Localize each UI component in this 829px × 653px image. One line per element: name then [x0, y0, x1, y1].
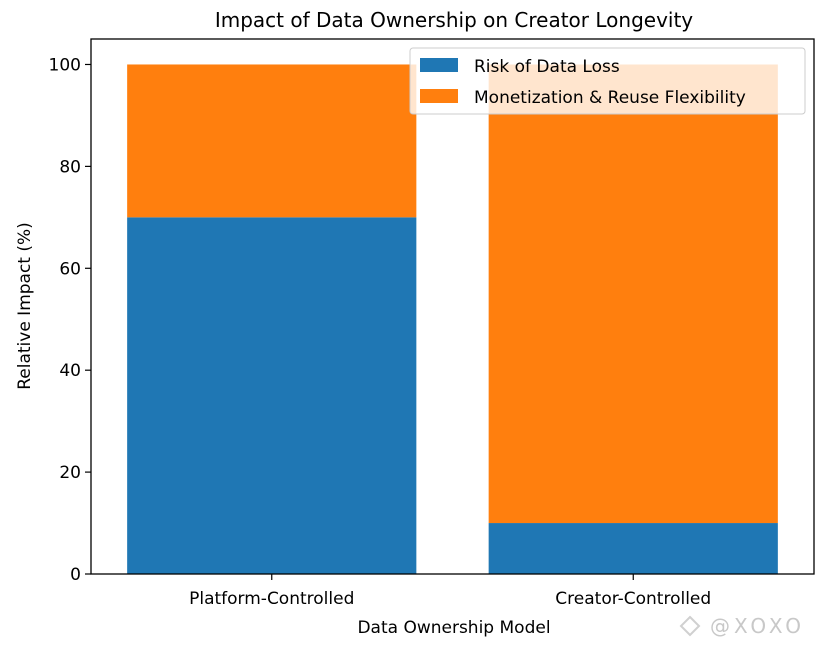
y-axis-label: Relative Impact (%) — [15, 222, 35, 390]
legend-label-risk: Risk of Data Loss — [474, 57, 620, 77]
watermark: @XOXO — [710, 614, 805, 638]
y-tick-label: 20 — [59, 463, 81, 483]
y-tick-label: 40 — [59, 361, 81, 381]
bars — [127, 64, 778, 575]
bar-risk-0 — [127, 217, 417, 575]
y-axis-ticks: 0 20 40 60 80 100 — [49, 55, 91, 585]
y-tick-label: 80 — [59, 157, 81, 177]
x-axis-ticks: Platform-Controlled Creator-Controlled — [189, 574, 711, 609]
bar-monetization-0 — [127, 64, 417, 218]
bar-monetization-1 — [488, 64, 778, 524]
x-axis-label: Data Ownership Model — [357, 618, 550, 638]
x-tick-label: Creator-Controlled — [555, 589, 711, 609]
bar-risk-1 — [488, 523, 778, 574]
y-tick-label: 0 — [70, 565, 81, 585]
y-tick-label: 100 — [49, 55, 81, 75]
legend: Risk of Data Loss Monetization & Reuse F… — [409, 47, 806, 115]
legend-swatch-risk — [420, 58, 458, 72]
y-tick-label: 60 — [59, 259, 81, 279]
axes-frame — [90, 38, 815, 575]
x-tick-label: Platform-Controlled — [189, 589, 354, 609]
watermark-logo-icon — [679, 615, 701, 637]
chart-title: Impact of Data Ownership on Creator Long… — [215, 8, 693, 32]
legend-box — [409, 47, 806, 115]
legend-label-monetization: Monetization & Reuse Flexibility — [474, 88, 746, 108]
legend-swatch-monetization — [420, 89, 458, 103]
